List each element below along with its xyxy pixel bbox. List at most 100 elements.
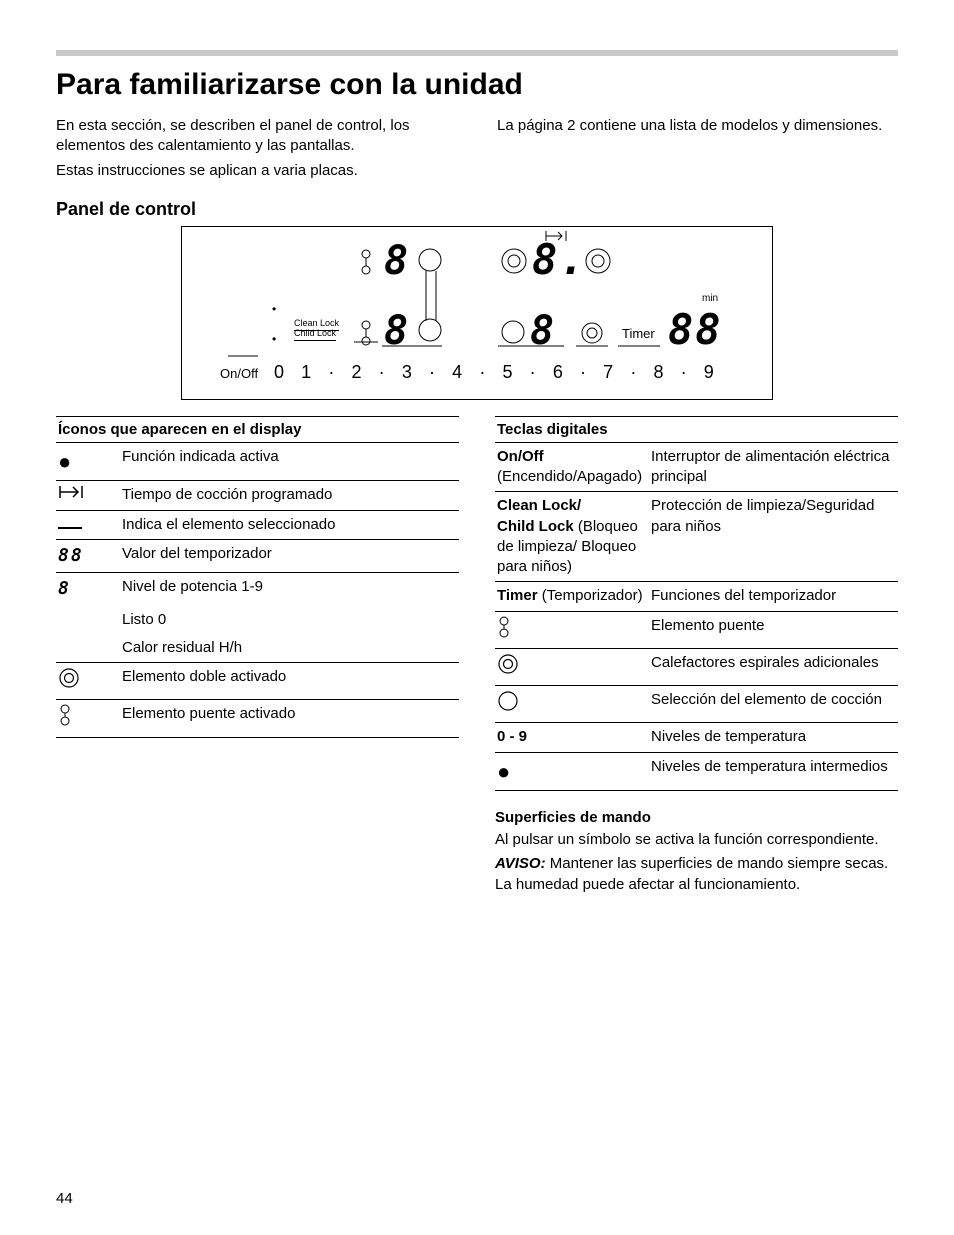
icon-desc-extra: Listo 0 (120, 606, 459, 634)
table-row: ● Niveles de temperatura intermedios (495, 752, 898, 791)
digit-strip: 0 1· 2· 3· 4· 5· 6· 7· 8· 9 (274, 363, 714, 383)
control-panel-diagram-wrap: On/Off • • Clean Lock Child Lock 8 8 (56, 226, 898, 400)
icons-table-header: Íconos que aparecen en el display (56, 416, 459, 442)
seg-display-timer: 88 (668, 307, 723, 353)
underline-icon (576, 345, 608, 349)
underline-icon (354, 341, 378, 345)
table-row: 88 Valor del temporizador (56, 539, 459, 572)
digit: 3 (402, 363, 412, 383)
dot-icon: ● (497, 759, 510, 784)
icon-desc-extra: Calor residual H/h (120, 634, 459, 663)
dash-icon (58, 527, 82, 529)
double-ring-icon (58, 667, 80, 689)
seg-display: 8. (532, 237, 587, 283)
table-row: On/Off (Encendido/Apagado) Interruptor d… (495, 442, 898, 492)
table-row: Selección del elemento de cocción (495, 686, 898, 723)
seg88-icon: 88 (58, 545, 84, 566)
underline-icon (618, 345, 660, 349)
surfaces-heading: Superficies de mando (495, 809, 898, 826)
icons-table: Íconos que aparecen en el display ● Func… (56, 416, 459, 738)
digit: 2 (352, 363, 362, 383)
digit: 5 (502, 363, 512, 383)
icon-desc: Valor del temporizador (120, 539, 459, 572)
seg-display: 8 (384, 239, 410, 283)
key-rest: (Encendido/Apagado) (497, 468, 642, 485)
keys-table: Teclas digitales On/Off (Encendido/Apaga… (495, 416, 898, 791)
key-desc: Selección del elemento de cocción (649, 686, 898, 723)
page-number: 44 (56, 1190, 73, 1207)
digit: 1 (301, 363, 311, 383)
seg8-icon: 8 (58, 578, 71, 599)
icon-desc: Función indicada activa (120, 442, 459, 481)
table-row: ● Función indicada activa (56, 442, 459, 481)
ring-icon (417, 247, 443, 273)
icon-desc: Tiempo de cocción programado (120, 481, 459, 510)
dot-icon: ● (58, 449, 71, 474)
onoff-underline-icon (228, 355, 258, 363)
digit: 8 (653, 363, 663, 383)
double-ring-icon (500, 247, 528, 275)
content-columns: Íconos que aparecen en el display ● Func… (56, 416, 898, 899)
digit: 7 (603, 363, 613, 383)
keys-table-header: Teclas digitales (495, 416, 898, 442)
min-label: min (702, 293, 718, 304)
arrow-bar-icon (544, 231, 568, 241)
aviso-text: Mantener las superficies de mando siempr… (495, 855, 888, 892)
table-row: Elemento puente (495, 611, 898, 648)
intro-right: La página 2 contiene una lista de modelo… (497, 116, 898, 181)
surfaces-p1: Al pulsar un símbolo se activa la funció… (495, 830, 898, 850)
bridge-icon (58, 704, 72, 726)
diagram-onoff-label: On/Off (220, 367, 258, 381)
section-heading: Panel de control (56, 199, 898, 220)
intro-left-p2: Estas instrucciones se aplican a varia p… (56, 161, 457, 181)
double-ring-icon (497, 653, 519, 675)
digit: 4 (452, 363, 462, 383)
intro-left-p1: En esta sección, se describen el panel d… (56, 116, 457, 157)
control-panel-diagram: On/Off • • Clean Lock Child Lock 8 8 (181, 226, 773, 400)
page: Para familiarizarse con la unidad En est… (0, 0, 954, 1235)
table-row: Tiempo de cocción programado (56, 481, 459, 510)
table-row: 0 - 9 Niveles de temperatura (495, 723, 898, 752)
key-desc: Elemento puente (649, 611, 898, 648)
table-row: Indica el elemento seleccionado (56, 510, 459, 539)
ring-icon (500, 319, 526, 345)
key-rest: (Temporizador) (538, 587, 643, 604)
table-row: 8 Nivel de potencia 1-9 (56, 573, 459, 606)
arrow-bar-icon (58, 485, 84, 499)
icon-desc: Elemento doble activado (120, 663, 459, 700)
bridge-icon (497, 616, 511, 638)
aviso-label: AVISO: (495, 855, 546, 872)
table-row: Clean Lock/Child Lock (Bloqueo de limpie… (495, 492, 898, 582)
keys-column: Teclas digitales On/Off (Encendido/Apaga… (495, 416, 898, 899)
underline-icon (382, 345, 442, 349)
top-rule (56, 50, 898, 56)
key-desc: Protección de limpieza/Seguridad para ni… (649, 492, 898, 582)
icon-desc: Indica el elemento seleccionado (120, 510, 459, 539)
icon-desc: Elemento puente activado (120, 700, 459, 737)
table-row: Elemento doble activado (56, 663, 459, 700)
icon-desc: Nivel de potencia 1-9 (120, 573, 459, 606)
table-row: Calor residual H/h (56, 634, 459, 663)
key-desc: Interruptor de alimentación eléctrica pr… (649, 442, 898, 492)
page-title: Para familiarizarse con la unidad (56, 68, 898, 102)
key-bold: Clean Lock/Child Lock (497, 497, 581, 534)
table-row: Elemento puente activado (56, 700, 459, 737)
ring-icon (497, 690, 519, 712)
key-desc: Niveles de temperatura intermedios (649, 752, 898, 791)
digit: 6 (553, 363, 563, 383)
underline-icon (498, 345, 564, 349)
key-desc: Funciones del temporizador (649, 582, 898, 611)
key-bold: Timer (497, 587, 538, 604)
intro-columns: En esta sección, se describen el panel d… (56, 116, 898, 181)
bridge-icon (360, 249, 372, 275)
table-row: Timer (Temporizador) Funciones del tempo… (495, 582, 898, 611)
digit: 0 (274, 363, 284, 383)
connector-icon (422, 271, 442, 321)
surfaces-aviso: AVISO: Mantener las superficies de mando… (495, 854, 898, 895)
key-desc: Niveles de temperatura (649, 723, 898, 752)
cleanlock-label-2: Child Lock (294, 329, 336, 341)
key-bold: On/Off (497, 448, 544, 465)
double-ring-icon (584, 247, 612, 275)
icons-column: Íconos que aparecen en el display ● Func… (56, 416, 459, 899)
table-row: Calefactores espirales adicionales (495, 648, 898, 685)
